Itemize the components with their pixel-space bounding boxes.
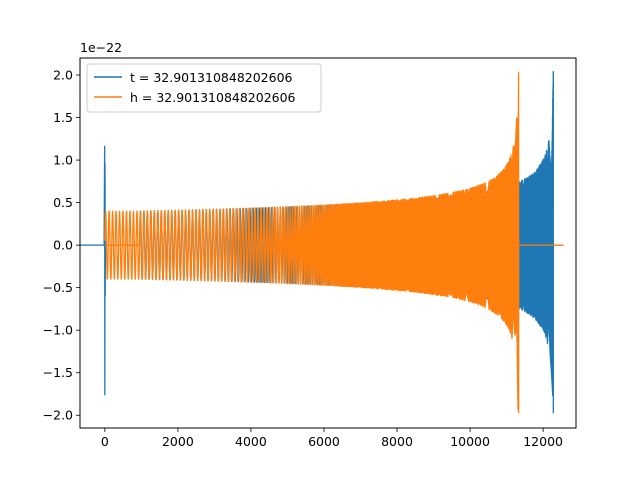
x-tick-label: 4000 [235, 434, 267, 449]
x-tick-label: 10000 [450, 434, 490, 449]
y-axis: −2.0 −1.5 −1.0 −0.5 0.0 0.5 1.0 1.5 2.0 [43, 68, 80, 423]
y-tick-label: 2.0 [53, 68, 73, 83]
y-tick-label: −1.0 [43, 323, 73, 338]
x-tick-label: 12000 [523, 434, 563, 449]
y-tick-label: 1.0 [53, 153, 73, 168]
legend-label-h: h = 32.901310848202606 [130, 90, 296, 105]
series-h-line [104, 71, 564, 414]
y-tick-label: −1.5 [43, 365, 73, 380]
plot-frame [79, 57, 577, 429]
legend-box [86, 63, 322, 113]
x-tick-label: 6000 [308, 434, 340, 449]
legend-label-t: t = 32.901310848202606 [130, 70, 293, 85]
y-tick-label: −0.5 [43, 280, 73, 295]
y-tick-label: 0.5 [53, 195, 73, 210]
y-offset-label: 1e−22 [80, 40, 122, 55]
x-axis: 0 2000 4000 6000 8000 10000 12000 [101, 428, 563, 449]
y-tick-label: 1.5 [53, 110, 73, 125]
series-layer [80, 70, 564, 414]
x-tick-label: 0 [101, 434, 109, 449]
y-tick-label: −2.0 [43, 408, 73, 423]
legend: t = 32.901310848202606 h = 32.9013108482… [86, 63, 322, 113]
x-tick-label: 2000 [162, 434, 194, 449]
y-tick-label: 0.0 [53, 238, 73, 253]
x-tick-label: 8000 [381, 434, 413, 449]
